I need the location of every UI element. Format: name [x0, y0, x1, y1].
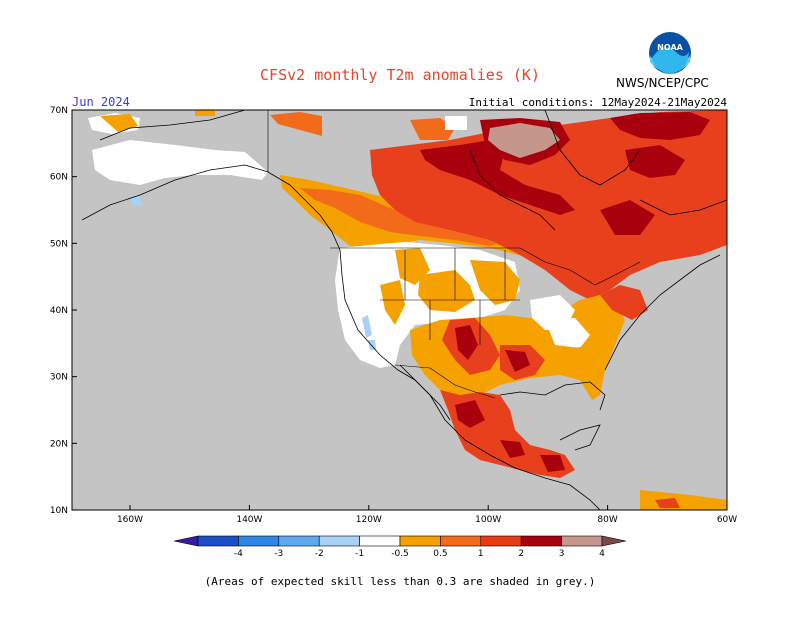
lat-label: 70N: [50, 106, 68, 116]
org-label: NWS/NCEP/CPC: [616, 76, 709, 90]
longitude-labels: 160W 140W 120W 100W 80W 60W: [117, 505, 737, 525]
colorbar-box: [561, 535, 603, 547]
colorbar-arrow-high: [601, 535, 627, 547]
lon-label: 60W: [717, 515, 737, 525]
lat-label: 10N: [50, 506, 68, 516]
colorbar-label: -4: [234, 549, 243, 559]
anomaly-shading: [88, 110, 727, 510]
colorbar-box: [318, 535, 360, 547]
colorbar-box: [197, 535, 239, 547]
lon-label: 160W: [117, 515, 143, 525]
lat-label: 40N: [50, 306, 68, 316]
colorbar-label: 0.5: [433, 549, 447, 559]
colorbar: [173, 535, 627, 547]
colorbar-label: -3: [274, 549, 283, 559]
logo-text: NOAA: [657, 43, 683, 52]
footnote: (Areas of expected skill less than 0.3 a…: [204, 575, 596, 588]
latitude-labels: 70N 60N 50N 40N 30N 20N 10N: [50, 106, 77, 516]
colorbar-arrow-low: [173, 535, 199, 547]
colorbar-label: 1: [478, 549, 484, 559]
noaa-logo: NOAA: [649, 32, 691, 74]
colorbar-label: 2: [518, 549, 524, 559]
colorbar-labels: -4 -3 -2 -1 -0.5 0.5 1 2 3 4: [234, 549, 605, 559]
lon-label: 120W: [356, 515, 382, 525]
lat-label: 30N: [50, 373, 68, 383]
coastlines: [81, 110, 727, 510]
political-borders: [267, 110, 641, 399]
colorbar-label: -2: [315, 549, 324, 559]
colorbar-box: [440, 535, 482, 547]
colorbar-label: 4: [599, 549, 605, 559]
lon-label: 100W: [475, 515, 501, 525]
forecast-month: Jun 2024: [72, 95, 130, 109]
colorbar-box: [278, 535, 320, 547]
colorbar-box: [238, 535, 280, 547]
colorbar-box: [399, 535, 441, 547]
chart-title: CFSv2 monthly T2m anomalies (K): [260, 66, 540, 84]
colorbar-label: 3: [559, 549, 565, 559]
initial-conditions: Initial conditions: 12May2024-21May2024: [468, 96, 727, 109]
lon-label: 140W: [236, 515, 262, 525]
colorbar-box: [359, 535, 401, 547]
lat-label: 60N: [50, 173, 68, 183]
colorbar-box: [520, 535, 562, 547]
colorbar-label: -1: [355, 549, 364, 559]
lat-label: 20N: [50, 439, 68, 449]
colorbar-label: -0.5: [391, 549, 409, 559]
colorbar-box: [480, 535, 522, 547]
lat-label: 50N: [50, 239, 68, 249]
lon-label: 80W: [597, 515, 617, 525]
